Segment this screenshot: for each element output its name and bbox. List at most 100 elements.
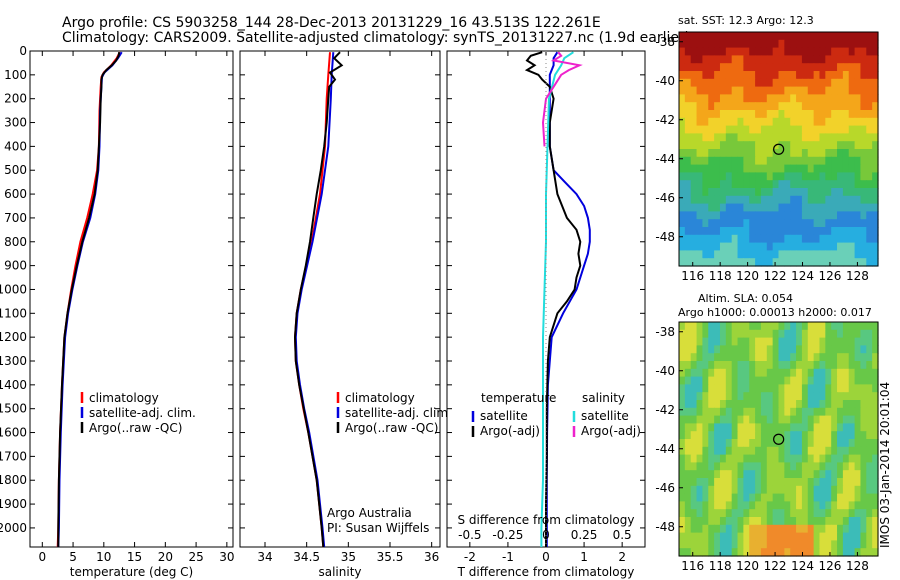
heatmap-cell: [714, 195, 721, 205]
heatmap-cell: [872, 423, 879, 432]
heatmap-cell: [714, 39, 721, 49]
map-x-tick-label: 128: [846, 269, 869, 283]
heatmap-cell: [679, 195, 686, 205]
heatmap-cell: [796, 454, 803, 463]
heatmap-cell: [696, 242, 704, 251]
heatmap-cell: [819, 532, 826, 541]
heatmap-cell: [755, 117, 762, 127]
heatmap-cell: [743, 501, 750, 510]
heatmap-cell: [755, 368, 762, 378]
heatmap-cell: [696, 219, 704, 228]
heatmap-cell: [837, 353, 844, 362]
heatmap-cell: [679, 501, 686, 510]
heatmap-cell: [819, 368, 826, 378]
heatmap-cell: [796, 345, 803, 354]
heatmap-cell: [743, 227, 750, 236]
heatmap-cell: [719, 39, 727, 49]
heatmap-cell: [719, 125, 727, 134]
heatmap-cell: [778, 180, 785, 189]
heatmap-cell: [790, 353, 797, 362]
heatmap-cell: [825, 532, 832, 541]
sst-map-title: sat. SST: 12.3 Argo: 12.3: [678, 14, 814, 27]
heatmap-cell: [866, 485, 873, 495]
heatmap-cell: [690, 376, 698, 385]
heatmap-cell: [679, 454, 686, 463]
heatmap-cell: [801, 55, 809, 64]
heatmap-cell: [872, 407, 879, 417]
heatmap-cell: [731, 117, 739, 127]
heatmap-cell: [872, 353, 879, 362]
imos-stamp: IMOS 03-Jan-2014 20:01:04: [878, 381, 892, 548]
heatmap-cell: [848, 548, 856, 557]
heatmap-cell: [731, 63, 739, 72]
heatmap-cell: [731, 485, 739, 495]
heatmap-cell: [760, 384, 768, 393]
heatmap-cell: [866, 532, 873, 541]
heatmap-cell: [790, 446, 797, 456]
heatmap-cell: [772, 470, 780, 479]
heatmap-cell: [766, 392, 774, 401]
heatmap-cell: [866, 368, 873, 378]
heatmap-cell: [854, 78, 862, 88]
heatmap-cell: [813, 164, 821, 173]
heatmap-cell: [801, 110, 809, 119]
heatmap-cell: [825, 78, 832, 88]
heatmap-cell: [819, 407, 826, 417]
series-line-2: [293, 51, 344, 548]
heatmap-cell: [696, 195, 704, 205]
heatmap-cell: [790, 219, 797, 228]
heatmap-cell: [860, 55, 867, 64]
heatmap-cell: [708, 509, 715, 518]
heatmap-cell: [819, 156, 826, 166]
heatmap-cell: [696, 532, 704, 541]
heatmap-cell: [819, 149, 826, 158]
heatmap-cell: [708, 345, 715, 354]
heatmap-cell: [801, 400, 809, 409]
heatmap-cell: [766, 322, 774, 331]
heatmap-cell: [784, 133, 791, 142]
heatmap-cell: [819, 376, 826, 385]
map-y-tick-label: -46: [655, 481, 675, 495]
heatmap-cell: [714, 524, 721, 534]
heatmap-cell: [831, 78, 838, 88]
heatmap-cell: [679, 400, 686, 409]
heatmap-cell: [690, 125, 698, 134]
heatmap-cell: [819, 94, 826, 103]
heatmap-cell: [702, 361, 709, 370]
heatmap-cell: [872, 203, 879, 212]
heatmap-cell: [679, 540, 686, 549]
heatmap-cell: [679, 156, 686, 166]
heatmap-cell: [825, 156, 832, 166]
heatmap-cell: [819, 203, 826, 212]
heatmap-cell: [743, 548, 750, 557]
heatmap-cell: [772, 250, 780, 259]
heatmap-cell: [801, 117, 809, 127]
heatmap-cell: [725, 493, 733, 502]
x-tick-label: 25: [188, 550, 203, 564]
heatmap-cell: [807, 524, 815, 534]
heatmap-cell: [725, 250, 733, 259]
y-tick-label: 1600: [0, 426, 27, 440]
heatmap-cell: [743, 407, 750, 417]
heatmap-cell: [679, 258, 686, 267]
heatmap-cell: [813, 368, 821, 378]
heatmap-cell: [860, 102, 867, 111]
heatmap-cell: [737, 156, 744, 166]
heatmap-cell: [860, 446, 867, 456]
heatmap-cell: [778, 110, 785, 119]
heatmap-cell: [831, 110, 838, 119]
heatmap-cell: [842, 431, 850, 440]
heatmap-cell: [872, 63, 879, 72]
heatmap-cell: [708, 125, 715, 134]
heatmap-cell: [866, 94, 873, 103]
heatmap-cell: [679, 219, 686, 228]
heatmap-cell: [807, 392, 815, 401]
heatmap-cell: [860, 63, 867, 72]
heatmap-cell: [790, 164, 797, 173]
heatmap-cell: [737, 392, 744, 401]
heatmap-cell: [708, 203, 715, 212]
heatmap-cell: [743, 242, 750, 251]
heatmap-cell: [743, 164, 750, 173]
map-y-tick-label: -42: [655, 403, 675, 417]
x-tick-label-top: 0.25: [571, 528, 598, 542]
